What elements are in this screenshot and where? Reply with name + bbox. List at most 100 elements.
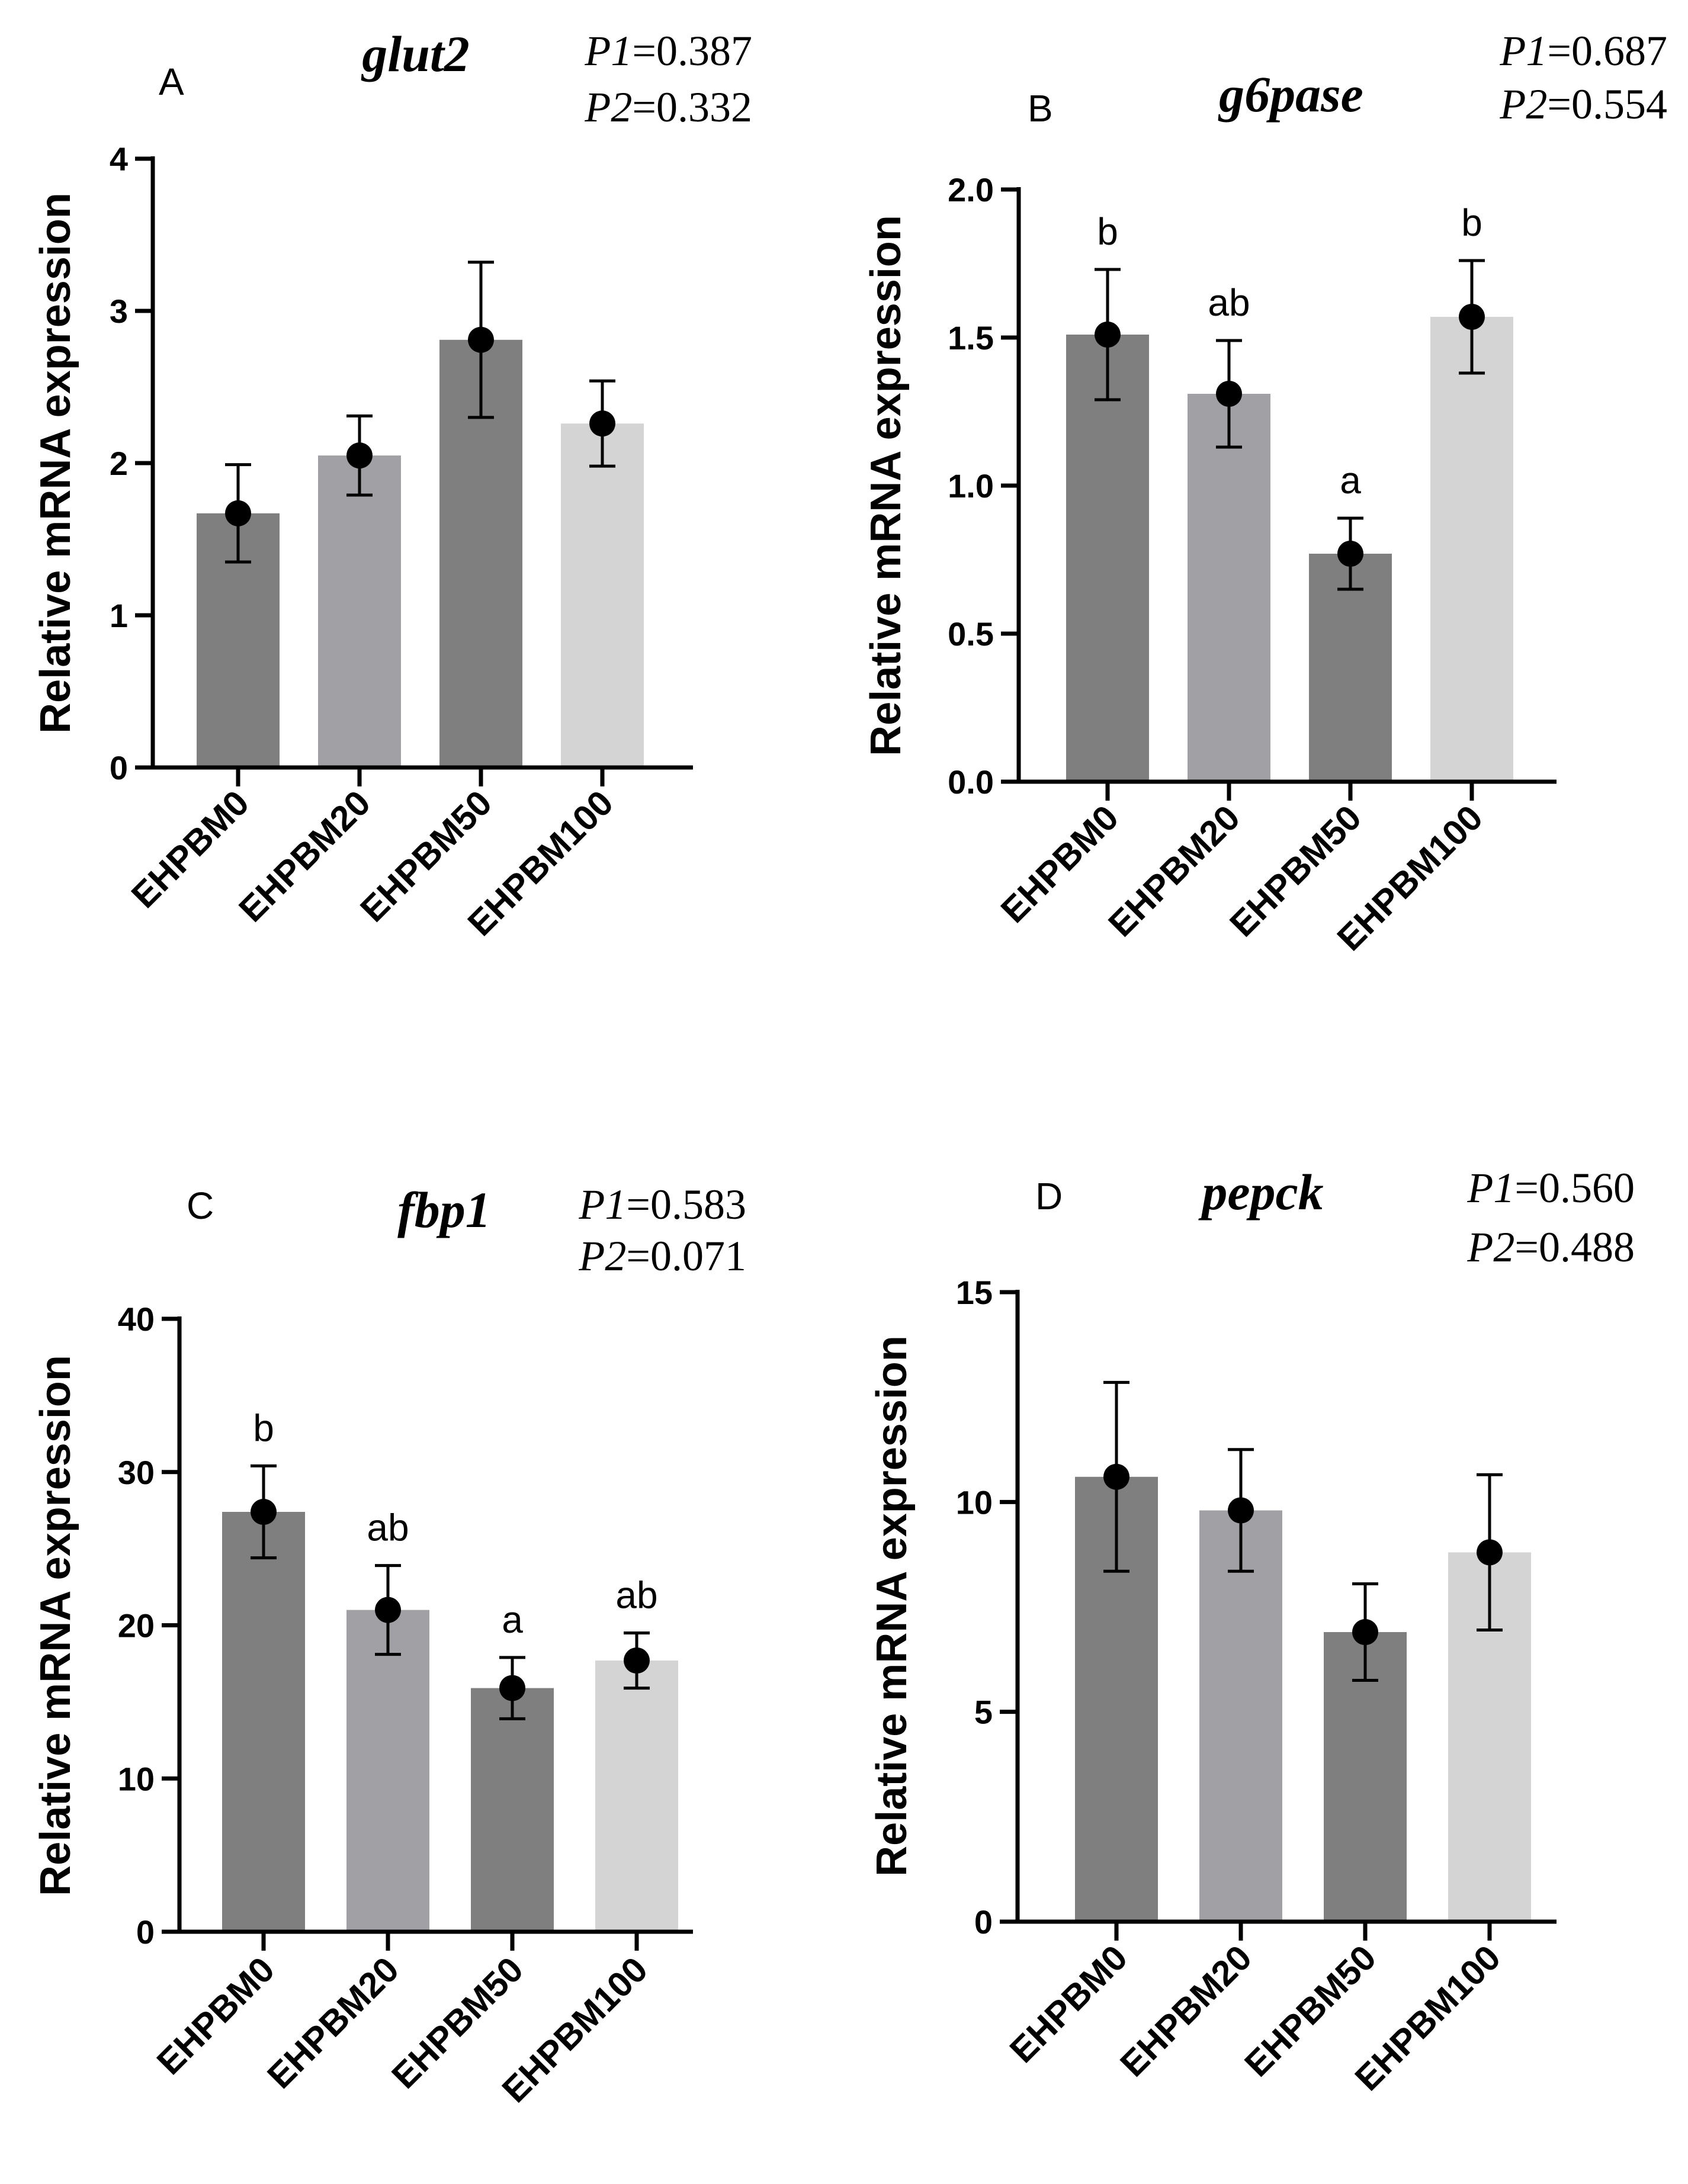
y-axis-label: Relative mRNA expression [868,1335,916,1877]
p-value-label: P2 [1499,81,1547,128]
p-value-label: P1 [1466,1164,1514,1212]
significance-letter: a [1340,459,1361,502]
mean-point [251,1499,277,1525]
mean-point [1352,1619,1378,1646]
p-value-number: =0.554 [1547,81,1667,128]
significance-letter: b [1461,201,1482,244]
mean-point [225,500,251,526]
chart-title: g6pase [1218,66,1363,123]
x-tick-label: EHPBM20 [1100,798,1247,945]
y-tick-label: 0.0 [948,763,994,801]
chart-title: glut2 [361,25,470,82]
y-tick-label: 5 [974,1694,993,1731]
bar-ehpbm100 [595,1661,678,1932]
y-tick-label: 40 [118,1300,155,1338]
mean-point [346,442,373,469]
y-tick-label: 20 [118,1607,155,1645]
bar-ehpbm0 [1066,335,1149,782]
p-value-1: P1=0.687 [1499,27,1667,75]
mean-point [468,326,494,353]
y-tick-label: 0 [110,749,128,786]
mean-point [624,1647,650,1674]
y-tick-label: 0 [136,1913,155,1951]
bar-ehpbm100 [561,423,644,767]
bar-ehpbm20 [1199,1510,1282,1922]
significance-letter: ab [615,1573,657,1616]
y-tick-label: 15 [956,1274,993,1311]
mean-point [1095,322,1121,348]
bar-ehpbm0 [222,1512,305,1932]
p-value-label: P2 [1466,1223,1514,1271]
p-value-label: P2 [578,1232,626,1280]
chart-title: fbp1 [397,1181,491,1238]
bar-ehpbm50 [1309,554,1392,782]
y-axis-label: Relative mRNA expression [32,1355,79,1896]
p-value-2: P2=0.071 [578,1232,746,1280]
y-tick-label: 0 [974,1903,993,1941]
y-tick-label: 10 [118,1760,155,1797]
y-tick-label: 3 [110,293,128,330]
mean-point [1459,304,1485,330]
y-tick-label: 1 [110,597,128,634]
p-value-1: P1=0.583 [578,1181,746,1228]
mean-point [589,410,615,437]
p-value-label: P1 [1499,27,1547,75]
significance-letter: b [1097,210,1118,253]
panel-letter: A [159,60,184,103]
p-value-number: =0.488 [1514,1223,1635,1271]
p-value-label: P1 [584,27,632,75]
y-tick-label: 4 [110,140,128,178]
p-value-label: P1 [578,1181,626,1228]
p-value-label: P2 [584,83,632,131]
panel-letter: B [1028,87,1053,130]
y-tick-label: 10 [956,1483,993,1521]
significance-letter: b [253,1406,274,1449]
p-value-2: P2=0.488 [1466,1223,1635,1271]
significance-letter: a [502,1598,523,1641]
p-value-2: P2=0.332 [584,83,752,131]
chart-title: pepck [1198,1164,1323,1221]
y-tick-label: 30 [118,1454,155,1491]
x-tick-label: EHPBM0 [149,1949,282,2082]
p-value-1: P1=0.560 [1466,1164,1635,1212]
p-value-number: =0.687 [1547,27,1667,75]
p-value-number: =0.583 [626,1181,746,1228]
p-value-number: =0.560 [1514,1164,1635,1212]
p-value-2: P2=0.554 [1499,81,1667,128]
bar-ehpbm50 [471,1688,554,1932]
mean-point [499,1675,525,1701]
mean-point [1216,381,1242,407]
x-tick-label: EHPBM20 [1112,1938,1259,2085]
panel-letter: C [187,1184,214,1227]
mean-point [1477,1539,1503,1566]
significance-letter: ab [367,1507,409,1549]
x-tick-label: EHPBM20 [259,1949,406,2096]
y-tick-label: 2.0 [948,171,994,208]
y-axis-label: Relative mRNA expression [862,215,910,756]
panel-letter: D [1035,1175,1063,1218]
p-value-number: =0.387 [632,27,752,75]
y-axis-label: Relative mRNA expression [32,192,79,734]
y-tick-label: 2 [110,445,128,482]
y-tick-label: 0.5 [948,615,994,653]
mean-point [1228,1497,1254,1524]
bar-ehpbm100 [1430,317,1513,782]
mean-point [1103,1463,1129,1490]
p-value-number: =0.332 [632,83,752,131]
y-tick-label: 1.0 [948,467,994,505]
x-tick-label: EHPBM0 [1002,1938,1135,2070]
p-value-1: P1=0.387 [584,27,752,75]
x-tick-label: EHPBM20 [231,783,378,930]
bar-ehpbm20 [1188,394,1270,782]
y-tick-label: 1.5 [948,319,994,356]
bar-ehpbm20 [318,455,401,767]
bar-ehpbm20 [346,1610,429,1932]
mean-point [1337,541,1363,567]
p-value-number: =0.071 [626,1232,746,1280]
mean-point [375,1597,401,1623]
